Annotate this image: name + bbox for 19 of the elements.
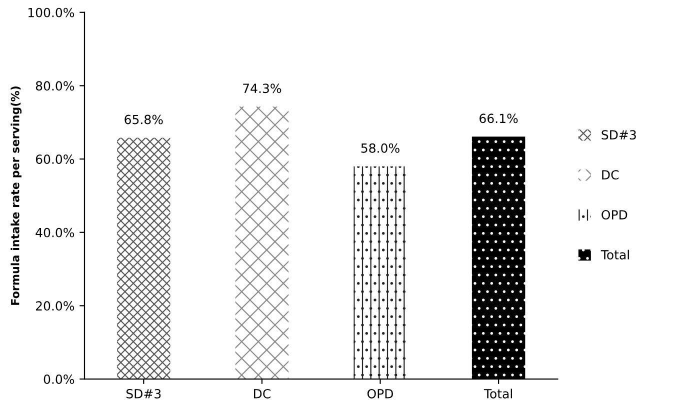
- x-tick-label: DC: [254, 388, 270, 398]
- legend-label: Total: [600, 250, 629, 260]
- data-label: 66.1%: [480, 114, 518, 124]
- y-tick-label: 40.0%: [36, 228, 74, 238]
- data-label: 65.8%: [124, 114, 163, 124]
- y-tick-label: 20.0%: [36, 301, 74, 311]
- y-tick-label: 0.0%: [44, 374, 74, 384]
- legend-label: SD#3: [602, 130, 636, 140]
- y-tick-label: 80.0%: [36, 81, 74, 91]
- x-tick-label: SD#3: [126, 388, 161, 398]
- y-tick-label: 100.0%: [28, 8, 74, 18]
- x-tick-label: OPD: [367, 388, 394, 398]
- legend-label: DC: [602, 170, 619, 180]
- y-axis-title: Formula intake rate per serving(%): [10, 86, 22, 305]
- x-tick-label: Total: [484, 388, 512, 398]
- legend-label: OPD: [602, 210, 628, 220]
- data-label: 58.0%: [361, 143, 400, 153]
- data-label: 74.3%: [243, 84, 282, 94]
- y-tick-label: 60.0%: [36, 154, 74, 164]
